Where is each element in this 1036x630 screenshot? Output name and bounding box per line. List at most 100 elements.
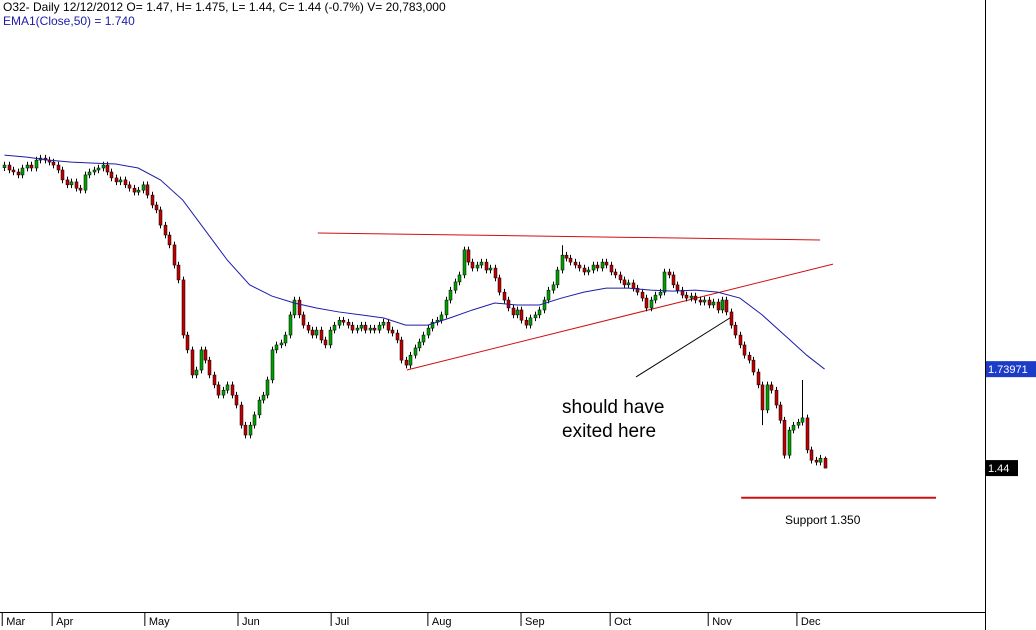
candle-body: [395, 332, 400, 341]
candle-body: [310, 329, 315, 336]
candle-body: [814, 459, 819, 463]
candle-body: [595, 264, 600, 269]
candle-body: [2, 164, 7, 168]
candle-body: [29, 164, 34, 169]
candle-body: [212, 374, 217, 386]
candle-body: [689, 295, 694, 299]
candle-body: [359, 324, 364, 329]
candle-body: [185, 334, 190, 351]
candle-body: [515, 309, 520, 316]
candle-body: [644, 297, 649, 309]
candle-body: [430, 321, 435, 329]
candle-body: [51, 161, 56, 166]
chart-title: O32- Daily 12/12/2012 O= 1.47, H= 1.475,…: [3, 0, 446, 14]
candle-body: [760, 384, 765, 411]
candle-body: [577, 264, 582, 269]
candle-body: [457, 274, 462, 283]
candle-body: [426, 327, 431, 336]
candle-body: [118, 179, 123, 183]
candle-body: [355, 327, 360, 331]
candle-body: [439, 314, 444, 321]
candle-body: [194, 369, 199, 376]
candle-body: [16, 171, 21, 176]
candle-body: [618, 274, 623, 281]
candle-body: [635, 287, 640, 293]
candle-body: [319, 329, 324, 341]
candle-body: [372, 327, 377, 331]
candle-body: [640, 291, 645, 299]
candle-body: [248, 424, 253, 436]
candle-body: [60, 169, 65, 181]
candle-body: [92, 169, 97, 173]
candle-body: [386, 321, 391, 331]
candle-body: [216, 384, 221, 396]
candle-body: [283, 334, 288, 344]
candle-body: [101, 164, 106, 169]
candle-body: [297, 299, 302, 316]
candle-body: [167, 234, 172, 246]
price-label-box: [986, 361, 1036, 378]
candle-body: [769, 384, 774, 391]
candle-body: [609, 264, 614, 273]
candle-body: [631, 282, 636, 289]
candle-body: [346, 321, 351, 326]
candle-body: [332, 324, 337, 331]
price-label: 1.44: [988, 463, 1009, 475]
candle-body: [586, 269, 591, 273]
candle-body: [109, 171, 114, 179]
candle-body: [787, 429, 792, 456]
candle-body: [368, 327, 373, 331]
candle-body: [537, 309, 542, 316]
candle-body: [519, 309, 524, 321]
candle-body: [542, 299, 547, 311]
x-tick-label: Dec: [801, 616, 821, 628]
candle-body: [225, 384, 230, 391]
candle-body: [622, 279, 627, 286]
candle-body: [751, 359, 756, 373]
candle-body: [680, 289, 685, 296]
candle-body: [203, 349, 208, 361]
candle-body: [720, 299, 725, 311]
candle-body: [199, 349, 204, 371]
annotation: should have: [562, 397, 664, 418]
candle-body: [181, 279, 186, 336]
candle-body: [96, 167, 101, 171]
x-tick-label: Sep: [525, 616, 545, 628]
candle-body: [288, 314, 293, 336]
candle-body: [390, 329, 395, 334]
candle-body: [123, 179, 128, 186]
x-tick-label: Oct: [614, 616, 631, 628]
candle-body: [488, 267, 493, 271]
candle-body: [453, 281, 458, 291]
x-tick-label: Aug: [432, 616, 452, 628]
candle-body: [462, 249, 467, 276]
candle-body: [675, 284, 680, 291]
candle-body: [738, 334, 743, 346]
candle-body: [292, 299, 297, 316]
candle-body: [698, 299, 703, 303]
x-tick-label: May: [149, 616, 170, 628]
ema-line: [4, 154, 825, 370]
candle-body: [524, 319, 529, 326]
candle-body: [551, 284, 556, 291]
candle-body: [154, 204, 159, 211]
candle-body: [742, 344, 747, 356]
candle-body: [163, 224, 168, 236]
candle-body: [69, 181, 74, 186]
indicator-label: EMA1(Close,50) = 1.740: [3, 14, 135, 28]
candle-body: [711, 301, 716, 306]
candle-body: [301, 314, 306, 326]
candle-body: [582, 267, 587, 273]
candle-body: [176, 264, 181, 281]
candle-body: [667, 271, 672, 276]
candle-body: [114, 177, 119, 183]
candle-body: [479, 261, 484, 266]
candle-body: [221, 389, 226, 396]
candle-body: [234, 394, 239, 406]
candle-body: [158, 209, 163, 226]
candle-body: [573, 261, 578, 266]
candle-body: [265, 379, 270, 396]
candle-body: [257, 399, 262, 416]
candle-body: [279, 342, 284, 346]
candle-body: [413, 347, 418, 356]
